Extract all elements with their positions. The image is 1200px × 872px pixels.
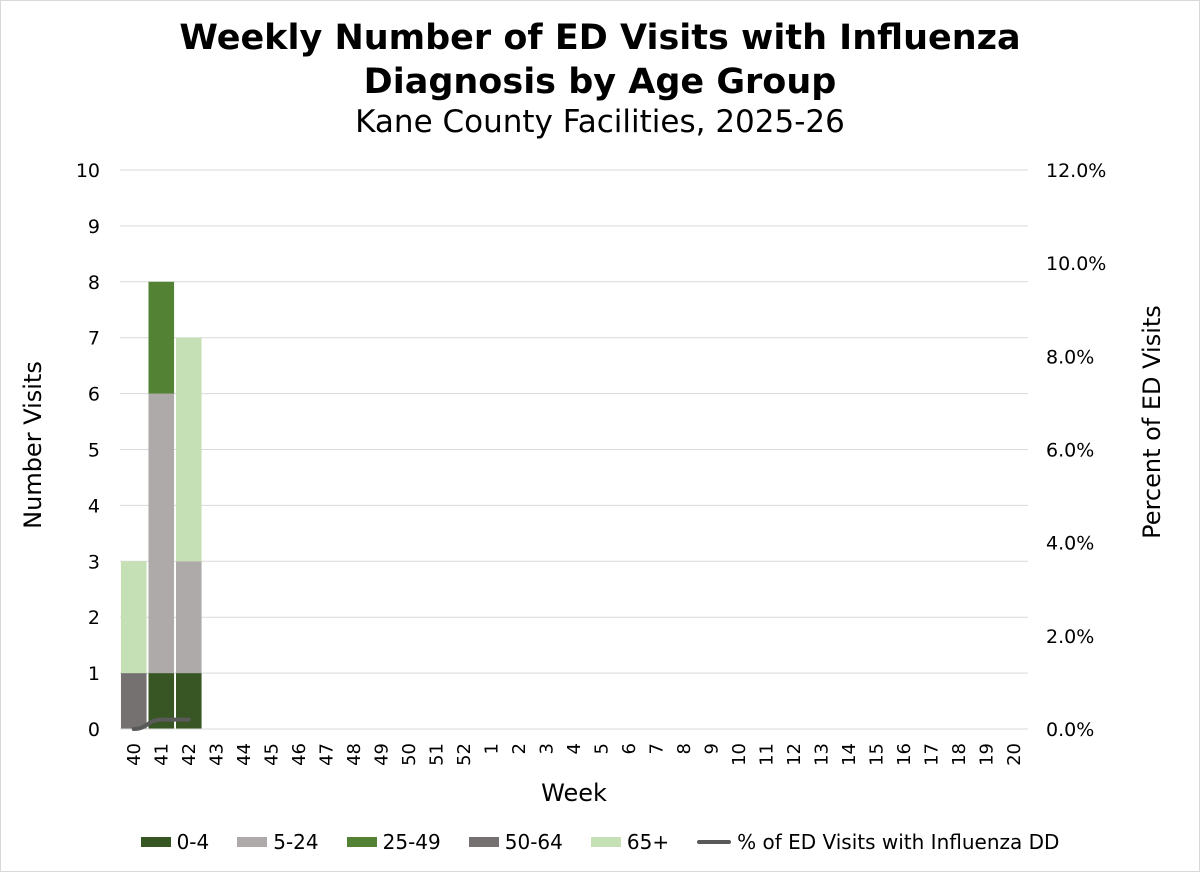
x-tick-label: 46	[289, 743, 310, 766]
x-tick-label: 9	[702, 743, 723, 754]
legend-swatch	[140, 837, 171, 847]
influenza-percent-line	[131, 717, 191, 731]
y-tick-label: 9	[88, 216, 100, 238]
legend-item-5-24: 5-24	[237, 830, 319, 854]
x-tick-label: 48	[344, 743, 365, 766]
legend-item-line: % of ED Visits with Influenza DD	[697, 830, 1059, 854]
y-tick-label: 4	[88, 495, 100, 517]
x-tick-label: 20	[1004, 743, 1025, 766]
y-tick-label: 0	[88, 719, 100, 741]
x-tick-label: 1	[481, 743, 502, 754]
x-tick-label: 40	[124, 743, 145, 766]
y2-tick-label: 4.0%	[1046, 533, 1094, 555]
x-tick-label: 2	[509, 743, 530, 754]
legend-label: 50-64	[504, 830, 563, 854]
x-tick-label: 10	[729, 743, 750, 766]
y2-tick-label: 0.0%	[1046, 719, 1094, 741]
x-tick-label: 19	[977, 743, 998, 766]
y-tick-label: 10	[76, 160, 100, 182]
legend-item-65+: 65+	[590, 830, 670, 854]
x-tick-label: 15	[867, 743, 888, 766]
y-tick-label: 7	[88, 328, 100, 350]
y-tick-label: 1	[88, 663, 100, 685]
x-tick-label: 44	[234, 743, 255, 766]
x-tick-label: 43	[206, 743, 227, 766]
y-tick-label: 2	[88, 607, 100, 629]
legend-swatch	[590, 837, 621, 847]
chart-title-line-2: Diagnosis by Age Group	[363, 62, 837, 102]
x-tick-label: 8	[674, 743, 695, 754]
bar-segment-65+	[175, 337, 202, 562]
x-tick-label: 50	[399, 743, 420, 766]
y2-tick-label: 12.0%	[1046, 160, 1106, 182]
chart-subtitle: Kane County Facilities, 2025-26	[355, 104, 845, 140]
y2-tick-label: 8.0%	[1046, 346, 1094, 368]
legend-label: 25-49	[382, 830, 441, 854]
y-tick-label: 5	[88, 440, 100, 462]
x-tick-label: 16	[894, 743, 915, 766]
bar-segment-25-49	[148, 281, 175, 394]
bar-segment-65+	[120, 561, 147, 674]
x-tick-label: 4	[564, 743, 585, 754]
y2-tick-label: 2.0%	[1046, 626, 1094, 648]
legend-line-swatch	[697, 840, 732, 844]
y-tick-label: 3	[88, 551, 100, 573]
bar-segment-50-64	[120, 673, 147, 729]
x-tick-label: 3	[536, 743, 557, 754]
chart-title-line-1: Weekly Number of ED Visits with Influenz…	[179, 18, 1021, 58]
x-tick-label: 7	[647, 743, 668, 754]
x-tick-label: 17	[922, 743, 943, 766]
x-tick-label: 41	[151, 743, 172, 766]
legend-swatch	[346, 837, 377, 847]
x-tick-label: 52	[454, 743, 475, 766]
x-tick-label: 51	[426, 743, 447, 766]
legend-swatch	[468, 837, 499, 847]
legend-label: 5-24	[273, 830, 319, 854]
legend-label: % of ED Visits with Influenza DD	[737, 830, 1060, 854]
legend-label: 0-4	[176, 830, 210, 854]
x-tick-label: 42	[179, 743, 200, 766]
chart-legend: 0-4 5-24 25-49 50-64 65+ % of ED Visits with …	[0, 830, 1200, 854]
x-tick-label: 47	[316, 743, 337, 766]
y-tick-label: 6	[88, 384, 100, 406]
x-tick-label: 6	[619, 743, 640, 754]
y2-tick-label: 6.0%	[1046, 440, 1094, 462]
x-tick-label: 45	[261, 743, 282, 766]
legend-label: 65+	[626, 830, 670, 854]
legend-item-25-49: 25-49	[346, 830, 441, 854]
legend-swatch	[237, 837, 268, 847]
y2-tick-label: 10.0%	[1046, 253, 1106, 275]
y-tick-label: 8	[88, 272, 100, 294]
legend-item-50-64: 50-64	[468, 830, 563, 854]
x-axis-title: Week	[541, 779, 607, 807]
legend-item-0-4: 0-4	[140, 830, 210, 854]
x-tick-label: 11	[757, 743, 778, 766]
x-tick-label: 14	[839, 743, 860, 766]
x-tick-label: 5	[592, 743, 613, 754]
bar-segment-5-24	[175, 561, 202, 674]
x-tick-label: 12	[784, 743, 805, 766]
x-tick-label: 18	[949, 743, 970, 766]
x-tick-label: 13	[812, 743, 833, 766]
bar-segment-5-24	[148, 393, 175, 674]
x-tick-label: 49	[371, 743, 392, 766]
